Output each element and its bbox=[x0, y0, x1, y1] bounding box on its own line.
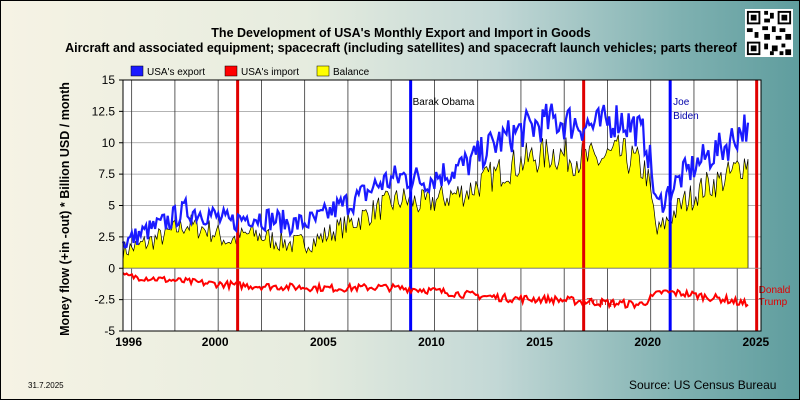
legend-label: USA's export bbox=[147, 67, 205, 78]
series-export-line bbox=[121, 103, 750, 249]
chart-title: The Development of USA's Monthly Export … bbox=[211, 26, 591, 40]
legend-swatch bbox=[130, 65, 144, 77]
y-tick-label: 0 bbox=[108, 261, 115, 275]
x-tick-label: 2025 bbox=[742, 335, 769, 349]
legend-label: USA's import bbox=[241, 67, 299, 78]
y-tick-label: 15 bbox=[102, 73, 116, 87]
date-stamp: 31.7.2025 bbox=[28, 381, 64, 390]
series-import-line bbox=[122, 272, 749, 310]
y-tick-label: -2.5 bbox=[94, 293, 115, 307]
y-tick-label: 10 bbox=[102, 136, 116, 150]
source-note: Source: US Census Bureau bbox=[629, 378, 777, 392]
y-tick-label: 12.5 bbox=[92, 104, 116, 118]
president-label-donald-first: Donald bbox=[759, 285, 791, 296]
qr-code-icon bbox=[745, 9, 793, 57]
x-tick-label: 2020 bbox=[634, 335, 661, 349]
y-tick-label: 7.5 bbox=[98, 167, 115, 181]
president-label-trump: Trump bbox=[587, 297, 616, 308]
legend-label: Balance bbox=[333, 67, 370, 78]
y-tick-label: 5 bbox=[108, 199, 115, 213]
x-tick-label: 1996 bbox=[115, 335, 142, 349]
x-tick-label: 2000 bbox=[202, 335, 229, 349]
y-tick-label: 2.5 bbox=[98, 230, 115, 244]
president-label-biden-first: Joe bbox=[673, 97, 690, 108]
y-tick-label: -5 bbox=[104, 324, 115, 338]
y-axis-label: Money flow (+in -out) * Billion USD / mo… bbox=[58, 82, 72, 336]
chart-subtitle: Aircraft and associated equipment; space… bbox=[65, 41, 737, 55]
president-label-obama: Barak Obama bbox=[413, 97, 475, 108]
balance-area bbox=[122, 134, 749, 269]
x-tick-label: 2010 bbox=[418, 335, 445, 349]
president-label-donald-last: Trump bbox=[759, 297, 788, 308]
x-tick-label: 2015 bbox=[526, 335, 553, 349]
president-label-biden-last: Biden bbox=[673, 111, 699, 122]
legend-swatch bbox=[316, 65, 330, 77]
legend-swatch bbox=[224, 65, 238, 77]
x-tick-label: 2005 bbox=[310, 335, 337, 349]
